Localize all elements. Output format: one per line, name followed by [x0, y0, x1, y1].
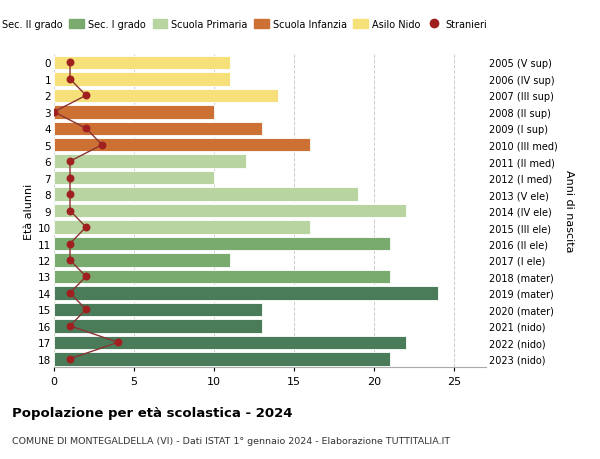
Text: Popolazione per età scolastica - 2024: Popolazione per età scolastica - 2024	[12, 406, 293, 419]
Point	[97, 142, 107, 149]
Bar	[54, 56, 230, 70]
Bar	[54, 204, 406, 218]
Point	[81, 224, 91, 231]
Y-axis label: Anni di nascita: Anni di nascita	[564, 170, 574, 252]
Point	[65, 355, 75, 363]
Bar	[54, 254, 230, 267]
Bar	[54, 155, 246, 168]
Point	[65, 60, 75, 67]
Point	[81, 125, 91, 133]
Bar	[54, 106, 214, 119]
Bar	[54, 286, 438, 300]
Point	[65, 241, 75, 248]
Bar	[54, 221, 310, 234]
Bar	[54, 352, 390, 366]
Point	[65, 76, 75, 84]
Y-axis label: Età alunni: Età alunni	[24, 183, 34, 239]
Legend: Sec. II grado, Sec. I grado, Scuola Primaria, Scuola Infanzia, Asilo Nido, Stran: Sec. II grado, Sec. I grado, Scuola Prim…	[0, 16, 491, 34]
Point	[65, 290, 75, 297]
Point	[81, 92, 91, 100]
Bar	[54, 122, 262, 136]
Point	[65, 207, 75, 215]
Bar	[54, 188, 358, 202]
Bar	[54, 319, 262, 333]
Text: COMUNE DI MONTEGALDELLA (VI) - Dati ISTAT 1° gennaio 2024 - Elaborazione TUTTITA: COMUNE DI MONTEGALDELLA (VI) - Dati ISTA…	[12, 436, 450, 445]
Point	[81, 306, 91, 313]
Point	[65, 174, 75, 182]
Point	[65, 257, 75, 264]
Point	[113, 339, 123, 346]
Bar	[54, 172, 214, 185]
Point	[81, 273, 91, 280]
Bar	[54, 270, 390, 284]
Bar	[54, 73, 230, 86]
Point	[65, 191, 75, 198]
Bar	[54, 237, 390, 251]
Point	[49, 109, 59, 116]
Point	[65, 323, 75, 330]
Bar	[54, 90, 278, 103]
Bar	[54, 336, 406, 349]
Bar	[54, 139, 310, 152]
Bar	[54, 303, 262, 316]
Point	[65, 158, 75, 166]
